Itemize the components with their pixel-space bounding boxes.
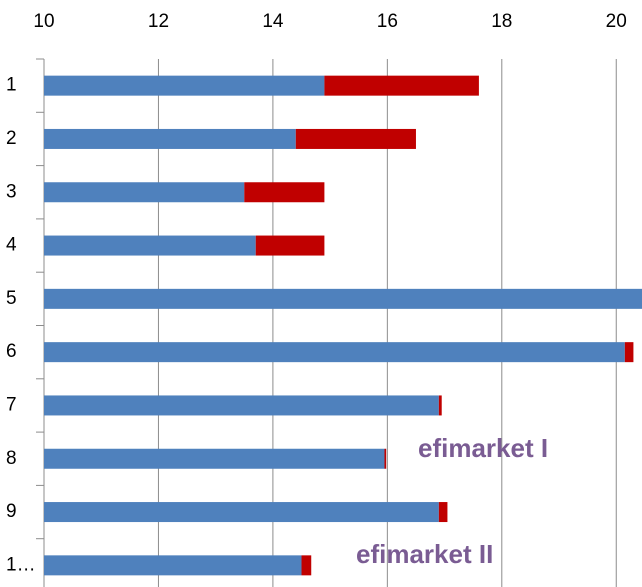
bar-segment	[44, 75, 325, 96]
bar-segment	[44, 182, 245, 203]
bar-segment	[44, 128, 296, 149]
x-tick-label: 16	[377, 11, 398, 32]
bar-segment	[438, 395, 442, 416]
bar-segment	[44, 342, 625, 363]
y-tick-label: 3	[6, 181, 17, 202]
bar-segment	[44, 502, 439, 523]
y-tick-label: 8	[6, 448, 17, 469]
y-tick-label: 4	[6, 235, 17, 256]
y-tick-label: 2	[6, 128, 17, 149]
x-tick-label: 10	[33, 11, 54, 32]
y-tick-label: 7	[6, 394, 17, 415]
bar-segment	[295, 128, 416, 149]
y-tick-label: 6	[6, 341, 17, 362]
bar-segment	[44, 235, 256, 256]
bar-segment	[384, 448, 387, 469]
x-tick-label: 14	[262, 11, 284, 32]
x-tick-label: 18	[491, 11, 512, 32]
bar-segment	[244, 182, 325, 203]
bar-segment	[438, 502, 448, 523]
bar-segment	[44, 555, 302, 576]
bar-segment	[301, 555, 312, 576]
y-tick-label: 5	[6, 288, 17, 309]
y-tick-label: 1	[6, 75, 17, 96]
bar-segment	[44, 395, 439, 416]
annotation: efimarket II	[356, 539, 493, 569]
bar-segment	[44, 288, 642, 309]
bar-segment	[44, 448, 385, 469]
labels: 10 12 14 16 18 201234567891…	[6, 11, 627, 575]
y-tick-label: 1…	[6, 554, 36, 575]
bar-segment	[624, 342, 634, 363]
bars	[44, 75, 642, 576]
annotation: efimarket I	[418, 433, 548, 463]
x-tick-label: 12	[148, 11, 169, 32]
y-tick-label: 9	[6, 501, 17, 522]
x-tick-label: 20	[606, 11, 627, 32]
bar-segment	[324, 75, 479, 96]
bar-segment	[255, 235, 325, 256]
